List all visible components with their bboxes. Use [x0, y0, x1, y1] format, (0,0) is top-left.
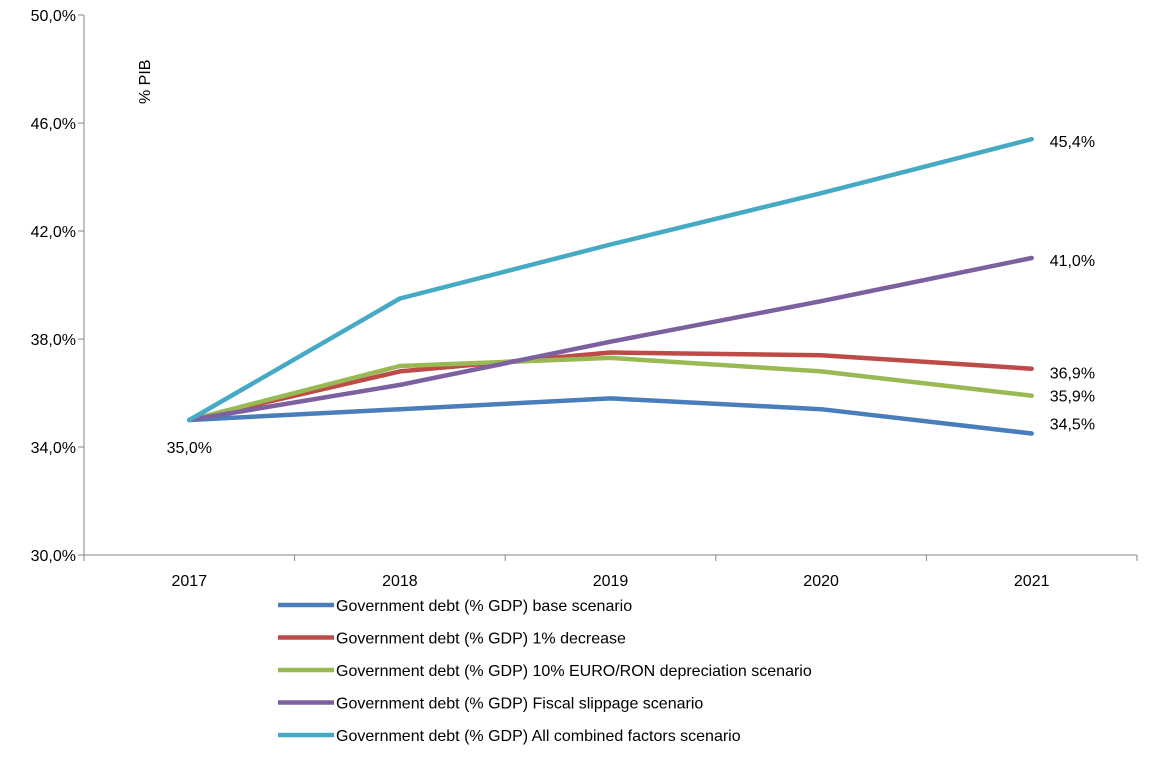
y-tick-label: 42,0% — [31, 224, 76, 241]
y-tick-label: 34,0% — [31, 440, 76, 457]
end-data-label: 41,0% — [1050, 253, 1095, 270]
x-tick-label: 2017 — [172, 573, 208, 590]
y-axis-title: % PIB — [137, 60, 154, 104]
y-tick-label: 38,0% — [31, 332, 76, 349]
legend-label: Government debt (% GDP) base scenario — [336, 598, 632, 615]
end-data-label: 34,5% — [1050, 417, 1095, 434]
start-data-label: 35,0% — [167, 440, 212, 457]
x-tick-label: 2020 — [803, 573, 839, 590]
y-tick-label: 50,0% — [31, 8, 76, 25]
x-tick-label: 2019 — [593, 573, 629, 590]
legend: Government debt (% GDP) base scenario Gov… — [278, 598, 812, 745]
x-tick-label: 2021 — [1014, 573, 1050, 590]
series-line-5 — [187, 136, 1034, 423]
end-data-label: 35,9% — [1050, 389, 1095, 406]
legend-item: Government debt (% GDP) Fiscal slippage … — [278, 696, 703, 713]
y-tick-label: 46,0% — [31, 116, 76, 133]
legend-label: Government debt (% GDP) All combined fac… — [336, 728, 741, 745]
legend-item: Government debt (% GDP) base scenario — [278, 598, 632, 615]
data-labels: 34,5% 36,9% 35,9% 41,0% 45,4% 35,0% — [167, 134, 1095, 457]
legend-item: Government debt (% GDP) 10% EURO/RON dep… — [278, 663, 812, 680]
series-lines — [187, 136, 1034, 436]
end-data-label: 45,4% — [1050, 134, 1095, 151]
legend-label: Government debt (% GDP) 1% decrease — [336, 631, 626, 648]
legend-item: Government debt (% GDP) 1% decrease — [278, 631, 626, 648]
y-ticks: 30,0% 34,0% 38,0% 42,0% 46,0% 50,0% — [31, 8, 84, 565]
x-ticks: 2017 2018 2019 2020 2021 — [83, 555, 1138, 590]
x-tick-label: 2018 — [382, 573, 418, 590]
series-line-1 — [187, 396, 1034, 436]
legend-item: Government debt (% GDP) All combined fac… — [278, 728, 741, 745]
series-line-2 — [187, 350, 1034, 423]
end-data-label: 36,9% — [1050, 366, 1095, 383]
y-tick-label: 30,0% — [31, 548, 76, 565]
series-line-4 — [187, 255, 1034, 423]
legend-label: Government debt (% GDP) Fiscal slippage … — [336, 696, 703, 713]
axes — [83, 15, 1137, 556]
series-line-3 — [187, 355, 1034, 423]
legend-label: Government debt (% GDP) 10% EURO/RON dep… — [336, 663, 812, 680]
